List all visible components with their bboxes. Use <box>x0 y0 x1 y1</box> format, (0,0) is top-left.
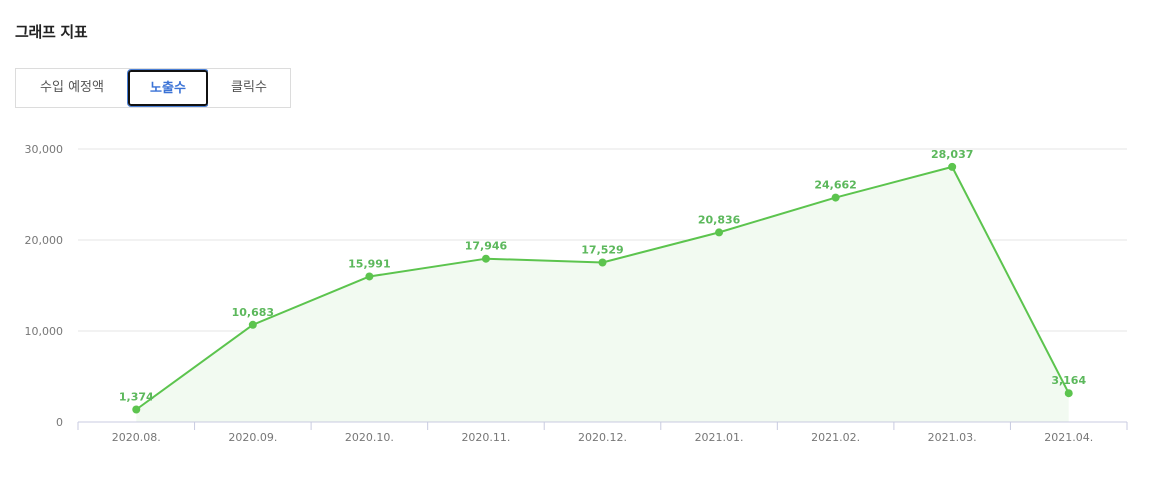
data-labels: 1,374 10,683 15,991 17,946 17,529 20,836 24,66… <box>119 148 1087 404</box>
data-point[interactable] <box>248 320 257 329</box>
y-axis-tick-labels: 0 10,000 20,000 30,000 <box>25 143 64 429</box>
data-label: 1,374 <box>119 390 154 403</box>
data-label: 3,164 <box>1051 374 1086 387</box>
x-tick-label: 2021.02. <box>811 431 860 444</box>
data-label: 17,529 <box>581 243 623 256</box>
data-point[interactable] <box>365 272 374 281</box>
x-tick-label: 2020.12. <box>578 431 627 444</box>
y-tick-label: 20,000 <box>25 234 64 247</box>
data-point[interactable] <box>1064 389 1073 398</box>
data-point[interactable] <box>715 228 724 237</box>
x-tick-label: 2020.10. <box>345 431 394 444</box>
y-tick-label: 0 <box>56 416 63 429</box>
section-title: 그래프 지표 <box>15 23 88 41</box>
series-area-fill <box>136 166 1069 422</box>
x-axis <box>77 421 1128 430</box>
x-axis-tick-labels: 2020.08. 2020.09. 2020.10. 2020.11. 2020.12.… <box>112 431 1093 444</box>
data-label: 10,683 <box>232 306 274 319</box>
x-tick-label: 2021.01. <box>695 431 744 444</box>
y-tick-label: 10,000 <box>25 325 64 338</box>
data-point[interactable] <box>831 193 840 202</box>
data-label: 24,662 <box>814 179 856 192</box>
tab-impressions[interactable]: 노출수 <box>127 69 209 107</box>
data-points <box>132 162 1073 414</box>
metric-tabs: 수입 예정액 노출수 클릭수 <box>15 68 291 108</box>
data-label: 20,836 <box>698 213 741 226</box>
x-tick-label: 2021.03. <box>928 431 977 444</box>
x-tick-label: 2021.04. <box>1044 431 1093 444</box>
y-tick-label: 30,000 <box>25 143 64 156</box>
data-label: 17,946 <box>465 240 508 253</box>
x-tick-label: 2020.08. <box>112 431 161 444</box>
data-label: 28,037 <box>931 148 973 161</box>
tab-expected-revenue[interactable]: 수입 예정액 <box>16 69 128 107</box>
tab-clicks[interactable]: 클릭수 <box>208 69 290 107</box>
x-tick-label: 2020.11. <box>461 431 510 444</box>
area-fill-layer <box>136 166 1069 422</box>
data-point[interactable] <box>481 254 490 263</box>
x-tick-label: 2020.09. <box>228 431 277 444</box>
data-point[interactable] <box>948 162 957 171</box>
data-point[interactable] <box>132 405 141 414</box>
data-point[interactable] <box>598 258 607 267</box>
data-label: 15,991 <box>348 257 390 270</box>
